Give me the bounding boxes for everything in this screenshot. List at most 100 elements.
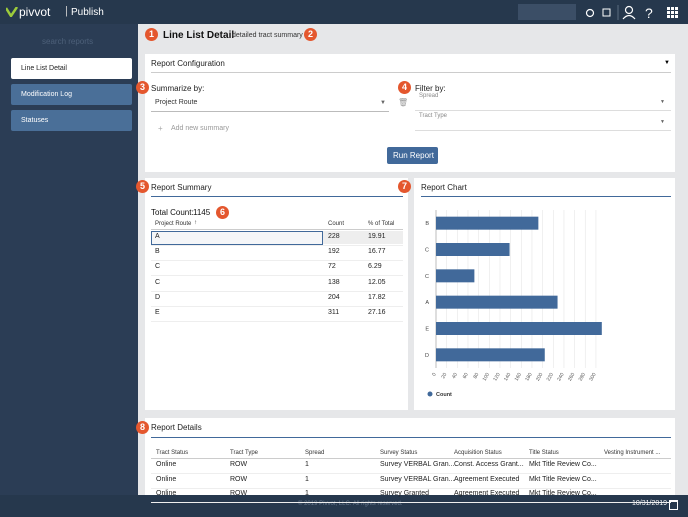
x-tick-label: 100 xyxy=(482,372,491,382)
y-tick-label: D xyxy=(425,353,429,359)
details-cell: Agreement Executed xyxy=(454,475,520,483)
selected-cell[interactable] xyxy=(151,231,323,245)
logo-mark xyxy=(6,7,18,17)
plus[interactable]: + xyxy=(158,124,163,133)
summarize-label: Summarize by: xyxy=(151,84,205,93)
x-tick-label: 220 xyxy=(546,372,555,382)
filter-caret[interactable]: ▼ xyxy=(660,99,665,105)
details-cell: Mkt Title Review Co... xyxy=(529,461,597,468)
y-tick-label: C xyxy=(425,274,429,280)
legend-label: Count xyxy=(436,392,452,398)
add-summary[interactable]: Add new summary xyxy=(171,125,229,132)
run-button-label[interactable]: Run Report xyxy=(393,151,434,160)
bar xyxy=(436,295,558,309)
summary-cell: 27.16 xyxy=(368,309,386,316)
details-header-rule xyxy=(151,458,671,459)
menu-item[interactable] xyxy=(11,58,132,79)
menu-item[interactable] xyxy=(11,110,132,131)
bar xyxy=(436,216,539,230)
menu-item-label[interactable]: Modification Log xyxy=(21,91,72,98)
x-tick-label: 140 xyxy=(503,372,512,382)
details-column-header: Tract Status xyxy=(156,450,189,456)
row-rule xyxy=(151,290,403,292)
chart-title: Report Chart xyxy=(421,183,467,192)
x-tick-label: 0 xyxy=(431,372,438,378)
details-cell: Online xyxy=(156,490,177,497)
summary-cell: B xyxy=(155,248,160,256)
details-cell: Mkt Title Review Co... xyxy=(529,490,597,497)
summary-cell: D xyxy=(155,293,161,301)
filter-label: Filter by: xyxy=(415,84,446,93)
row-rule xyxy=(151,305,403,307)
details-cell: Const. Access Grant... xyxy=(454,461,524,468)
summary-panel xyxy=(145,178,408,410)
step-badge: 8 xyxy=(136,421,149,434)
details-cell: Online xyxy=(156,475,177,483)
y-tick-label: A xyxy=(425,300,429,306)
details-cell: ROW xyxy=(230,490,248,497)
y-tick-label: E xyxy=(425,327,429,333)
summary-cell: 6.29 xyxy=(368,263,382,271)
summary-rule xyxy=(151,196,403,197)
select-underline xyxy=(151,111,389,112)
details-cell: Agreement Executed xyxy=(454,490,520,497)
filter-caret[interactable]: ▼ xyxy=(660,119,665,125)
menu-item-label[interactable]: Statuses xyxy=(21,117,49,124)
collapse-caret[interactable]: ▼ xyxy=(664,60,670,66)
search-box[interactable] xyxy=(518,4,576,20)
legend-swatch xyxy=(427,391,433,397)
details-cell: ROW xyxy=(230,475,248,483)
select-caret[interactable]: ▼ xyxy=(380,100,386,106)
bar-chart: 0 20 40 60 80 100 120 140 160 180 200 220 240 260 280 3… xyxy=(425,210,602,398)
filter-select[interactable]: Tract Type xyxy=(419,113,448,119)
filter-underline xyxy=(415,130,671,131)
details-title: Report Details xyxy=(151,423,202,432)
divider: | xyxy=(65,5,68,17)
footer xyxy=(0,495,688,517)
toolbar-icons[interactable]: ? xyxy=(582,4,682,21)
config-title: Report Configuration xyxy=(151,59,225,68)
bar xyxy=(436,269,475,283)
trash-icon[interactable]: 🗑 xyxy=(398,98,409,107)
details-row-rule xyxy=(151,502,671,503)
step-badge: 1 xyxy=(145,28,158,41)
summary-column-header: % of Total xyxy=(368,221,395,227)
details-cell: Online xyxy=(156,461,177,468)
summary-cell: 12.05 xyxy=(368,278,386,286)
details-cell: 1 xyxy=(305,475,309,483)
search-reports[interactable]: search reports xyxy=(42,37,94,46)
x-tick-label: 200 xyxy=(535,372,544,382)
details-cell: 1 xyxy=(305,490,309,497)
config-rule xyxy=(151,72,671,73)
summary-cell: E xyxy=(155,309,160,316)
copyright: © 2019 Pivvot, LLC. All rights reserved. xyxy=(298,501,403,507)
summary-cell: 228 xyxy=(328,233,340,240)
details-panel xyxy=(145,418,675,508)
calendar-icon[interactable] xyxy=(669,500,678,510)
bar xyxy=(436,243,510,256)
summary-cell: 17.82 xyxy=(368,293,386,301)
total-label: Total Count: xyxy=(151,208,194,217)
menu-item[interactable] xyxy=(11,84,132,105)
step-badge: 5 xyxy=(136,180,149,193)
row-rule xyxy=(151,275,403,277)
x-tick-label: 160 xyxy=(514,372,523,382)
summary-cell: 138 xyxy=(328,278,340,286)
run-button[interactable] xyxy=(387,147,438,164)
bar xyxy=(436,322,602,335)
details-column-header: Acquisition Status xyxy=(454,450,502,456)
total-value: 1145 xyxy=(193,208,211,217)
details-column-header: Title Status xyxy=(529,450,559,456)
details-cell: ROW xyxy=(230,461,248,468)
row-rule xyxy=(151,245,403,246)
summarize-select[interactable]: Project Route xyxy=(155,99,198,106)
summary-column-header: Count xyxy=(328,221,345,227)
details-cell: 1 xyxy=(305,461,309,468)
x-tick-label: 260 xyxy=(567,372,576,382)
filter-select[interactable]: Spread xyxy=(419,93,439,99)
details-column-header: Survey Status xyxy=(380,450,418,456)
header-subtitle: detailed tract summary xyxy=(232,32,303,39)
menu-item-label[interactable]: Line List Detail xyxy=(21,65,67,72)
x-tick-label: 280 xyxy=(578,372,587,382)
